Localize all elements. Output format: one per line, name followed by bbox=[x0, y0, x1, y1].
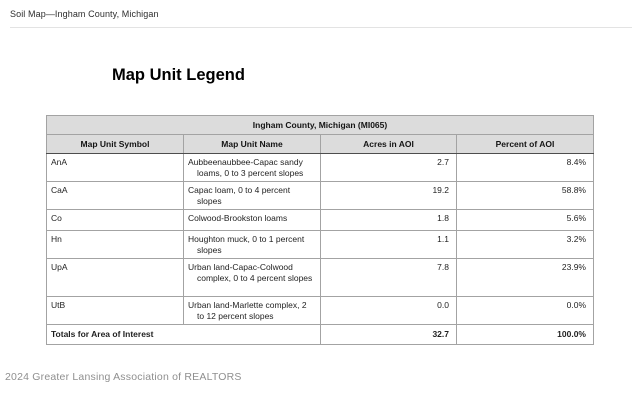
header-divider bbox=[10, 27, 632, 28]
map-unit-symbol-cell: AnA bbox=[46, 153, 184, 182]
totals-row: Totals for Area of Interest 32.7 100.0% bbox=[46, 324, 594, 345]
map-unit-name-cell: Houghton muck, 0 to 1 percent slopes bbox=[183, 230, 321, 259]
totals-label: Totals for Area of Interest bbox=[46, 324, 321, 345]
acres-cell: 1.8 bbox=[320, 209, 457, 231]
map-unit-name-cell: Aubbeenaubbee-Capac sandy loams, 0 to 3 … bbox=[183, 153, 321, 182]
column-header-row: Map Unit Symbol Map Unit Name Acres in A… bbox=[46, 134, 594, 154]
acres-cell: 19.2 bbox=[320, 181, 457, 210]
percent-cell: 0.0% bbox=[456, 296, 594, 325]
table-row: UpA Urban land-Capac-Colwood complex, 0 … bbox=[46, 258, 594, 297]
table-row: Hn Houghton muck, 0 to 1 percent slopes … bbox=[46, 230, 594, 259]
acres-cell: 1.1 bbox=[320, 230, 457, 259]
map-unit-symbol-cell: CaA bbox=[46, 181, 184, 210]
column-header-map-unit-name: Map Unit Name bbox=[183, 134, 321, 154]
map-unit-symbol-cell: Co bbox=[46, 209, 184, 231]
percent-cell: 5.6% bbox=[456, 209, 594, 231]
acres-cell: 0.0 bbox=[320, 296, 457, 325]
map-unit-symbol-cell: UpA bbox=[46, 258, 184, 297]
map-unit-name-cell: Colwood-Brookston loams bbox=[183, 209, 321, 231]
totals-percent: 100.0% bbox=[456, 324, 594, 345]
map-unit-symbol-cell: Hn bbox=[46, 230, 184, 259]
map-unit-symbol-cell: UtB bbox=[46, 296, 184, 325]
table-row: CaA Capac loam, 0 to 4 percent slopes 19… bbox=[46, 181, 594, 210]
table-row: Co Colwood-Brookston loams 1.8 5.6% bbox=[46, 209, 594, 231]
document-header: Soil Map—Ingham County, Michigan bbox=[10, 9, 159, 19]
map-unit-name-cell: Capac loam, 0 to 4 percent slopes bbox=[183, 181, 321, 210]
percent-cell: 3.2% bbox=[456, 230, 594, 259]
map-unit-name-cell: Urban land-Marlette complex, 2 to 12 per… bbox=[183, 296, 321, 325]
table-row: UtB Urban land-Marlette complex, 2 to 12… bbox=[46, 296, 594, 325]
percent-cell: 8.4% bbox=[456, 153, 594, 182]
totals-acres: 32.7 bbox=[320, 324, 457, 345]
percent-cell: 23.9% bbox=[456, 258, 594, 297]
acres-cell: 7.8 bbox=[320, 258, 457, 297]
page-title: Map Unit Legend bbox=[112, 66, 245, 84]
column-header-map-unit-symbol: Map Unit Symbol bbox=[46, 134, 184, 154]
map-unit-legend-table: Ingham County, Michigan (MI065) Map Unit… bbox=[46, 115, 594, 345]
column-header-percent-of-aoi: Percent of AOI bbox=[456, 134, 594, 154]
column-header-acres-in-aoi: Acres in AOI bbox=[320, 134, 457, 154]
county-header: Ingham County, Michigan (MI065) bbox=[46, 115, 594, 135]
map-unit-name-cell: Urban land-Capac-Colwood complex, 0 to 4… bbox=[183, 258, 321, 297]
acres-cell: 2.7 bbox=[320, 153, 457, 182]
watermark: 2024 Greater Lansing Association of REAL… bbox=[5, 371, 242, 383]
county-header-row: Ingham County, Michigan (MI065) bbox=[46, 115, 594, 135]
table-row: AnA Aubbeenaubbee-Capac sandy loams, 0 t… bbox=[46, 153, 594, 182]
percent-cell: 58.8% bbox=[456, 181, 594, 210]
